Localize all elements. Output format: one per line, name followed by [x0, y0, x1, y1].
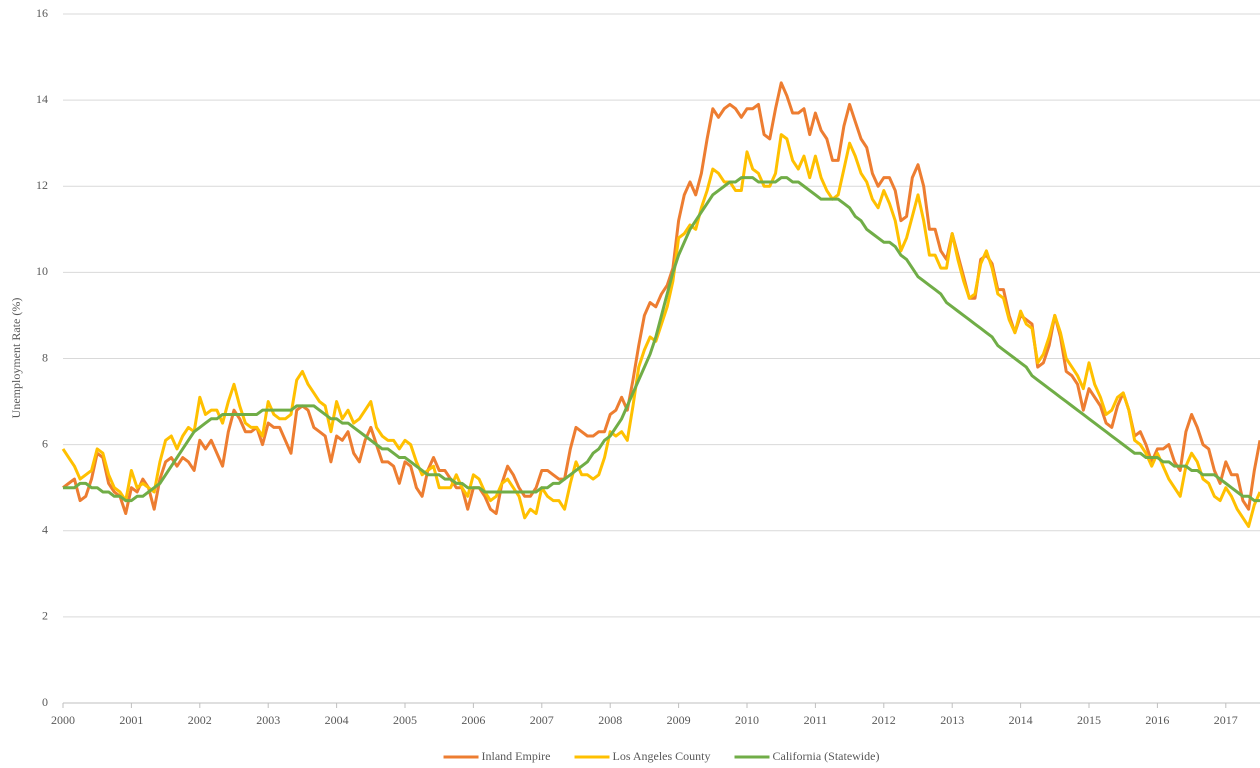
- y-axis-label: Unemployment Rate (%): [9, 298, 23, 419]
- x-tick-label: 2017: [1214, 713, 1238, 727]
- x-tick-label: 2011: [804, 713, 828, 727]
- x-tick-label: 2001: [119, 713, 143, 727]
- y-tick-label: 16: [36, 6, 48, 20]
- x-tick-label: 2008: [598, 713, 622, 727]
- y-tick-label: 0: [42, 695, 48, 709]
- y-tick-label: 8: [42, 350, 48, 364]
- y-tick-label: 10: [36, 264, 48, 278]
- x-tick-label: 2005: [393, 713, 417, 727]
- x-tick-label: 2002: [188, 713, 212, 727]
- x-tick-label: 2007: [530, 713, 554, 727]
- y-tick-label: 4: [42, 523, 48, 537]
- x-tick-label: 2014: [1009, 713, 1033, 727]
- x-tick-label: 2015: [1077, 713, 1101, 727]
- x-tick-label: 2006: [461, 713, 485, 727]
- y-tick-label: 2: [42, 609, 48, 623]
- x-tick-label: 2013: [940, 713, 964, 727]
- legend-label: California (Statewide): [773, 749, 880, 763]
- x-tick-label: 2010: [735, 713, 759, 727]
- series-line: [63, 176, 1260, 503]
- x-tick-label: 2004: [325, 713, 349, 727]
- x-tick-label: 2012: [872, 713, 896, 727]
- legend-label: Inland Empire: [482, 749, 551, 763]
- series-line: [62, 81, 1260, 516]
- y-tick-label: 14: [36, 92, 48, 106]
- x-tick-label: 2016: [1145, 713, 1169, 727]
- y-tick-label: 6: [42, 436, 48, 450]
- x-tick-label: 2009: [667, 713, 691, 727]
- y-tick-label: 12: [36, 178, 48, 192]
- legend-label: Los Angeles County: [613, 749, 711, 763]
- series-line: [61, 133, 1260, 528]
- x-tick-label: 2000: [51, 713, 75, 727]
- x-tick-label: 2003: [256, 713, 280, 727]
